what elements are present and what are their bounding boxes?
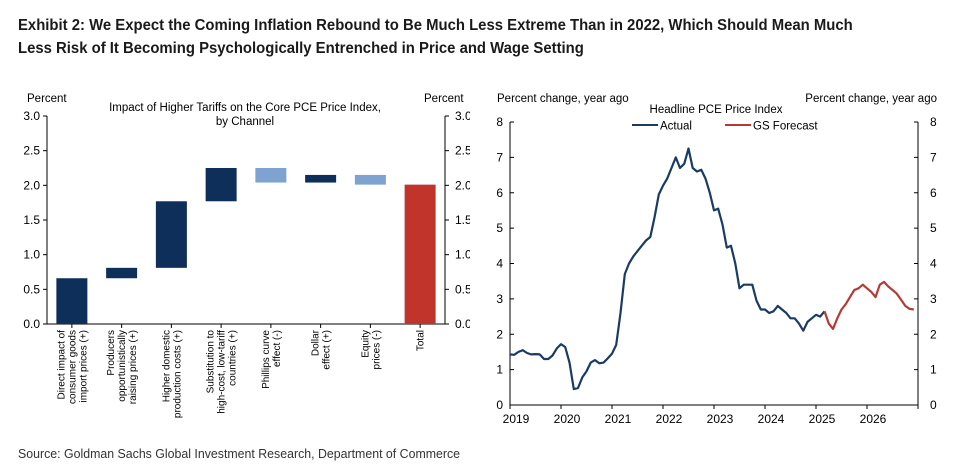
chart-title: Impact of Higher Tariffs on the Core PCE… xyxy=(109,102,381,114)
category-label: Dollar effect (+) xyxy=(311,329,333,369)
x-tick-label: 2026 xyxy=(860,412,887,426)
category-label-line: consumer goods xyxy=(67,330,78,404)
category-label-line: effect (-) xyxy=(272,330,283,367)
y-tick-label-right: 1.5 xyxy=(455,213,470,227)
y-tick-label-right: 4 xyxy=(930,257,937,271)
waterfall-bar xyxy=(404,184,436,324)
x-tick-label: 2020 xyxy=(554,412,581,426)
category-label-line: import prices (+) xyxy=(78,330,89,403)
category-label-line: Total xyxy=(416,330,427,351)
category-label: Higher domestic production costs (+) xyxy=(161,330,183,418)
y-axis-title-right: Percent xyxy=(424,93,464,105)
category-label: Phillips curve effect (-) xyxy=(261,330,283,389)
y-tick-label-right: 2 xyxy=(930,327,937,341)
pce-line-chart: 0 0 1 1 2 2 3 3 4 4 5 5 6 6 7 7 8 8 2019 2020 2021 2022 2023 20… xyxy=(496,93,937,426)
x-tick-label: 2025 xyxy=(809,412,836,426)
x-tick-label: 2021 xyxy=(605,412,632,426)
y-tick-label-right: 2.0 xyxy=(455,178,470,192)
category-label: Direct impact of consumer goods import pri… xyxy=(56,330,89,404)
y-axis-title-left: Percent change, year ago xyxy=(497,93,629,105)
y-tick-label-left: 4 xyxy=(496,257,503,271)
category-label-line: Dollar xyxy=(311,329,322,356)
y-tick-label-right: 2.5 xyxy=(455,144,470,158)
series-line-gs-forecast xyxy=(823,280,914,330)
y-tick-label-left: 1 xyxy=(496,363,503,377)
source-note: Source: Goldman Sachs Global Investment … xyxy=(18,446,461,461)
category-label-line: production costs (+) xyxy=(172,330,183,418)
y-tick-label-right: 0 xyxy=(930,398,937,412)
y-tick-label-right: 3.0 xyxy=(455,109,470,123)
category-label-line: opportunistically xyxy=(117,330,128,402)
tariff-waterfall-chart: 0.0 0.0 0.5 0.5 1.0 1.0 1.5 1.5 2.0 2.0 2.5 2.5 3.0 3… xyxy=(23,93,470,418)
category-label-line: effect (+) xyxy=(322,330,333,370)
y-tick-label-right: 6 xyxy=(930,186,937,200)
waterfall-bar xyxy=(106,267,138,279)
series-line-actual xyxy=(509,147,826,391)
x-tick-label: 2019 xyxy=(503,412,530,426)
category-label-line: Direct impact of xyxy=(56,330,67,400)
y-tick-label-left: 2.5 xyxy=(23,144,40,158)
y-tick-label-right: 7 xyxy=(930,150,937,164)
category-label-line: raising prices (+) xyxy=(128,330,139,404)
category-label-line: high-cost, low-tariff xyxy=(217,330,228,414)
category-label: Substitution to high-cost, low-tariff coun… xyxy=(206,330,239,414)
chart-title: by Channel xyxy=(216,116,274,128)
category-label-line: Equity xyxy=(360,330,371,358)
y-tick-label-left: 6 xyxy=(496,186,503,200)
y-tick-label-left: 1.5 xyxy=(23,213,40,227)
category-label-line: Substitution to xyxy=(206,330,217,394)
category-label-line: prices (-) xyxy=(371,330,382,369)
category-label-line: Producers xyxy=(106,330,117,376)
chart-title: Headline PCE Price Index xyxy=(650,104,783,116)
y-tick-label-right: 3 xyxy=(930,292,937,306)
y-axis-title-left: Percent xyxy=(27,93,67,105)
waterfall-bar xyxy=(205,168,237,202)
y-tick-label-right: 0.0 xyxy=(455,317,470,331)
waterfall-bar xyxy=(155,201,187,268)
category-label: Total xyxy=(416,330,427,351)
x-tick-label: 2023 xyxy=(707,412,734,426)
y-tick-label-left: 2.0 xyxy=(23,178,40,192)
y-tick-label-left: 2 xyxy=(496,327,503,341)
category-label: Equity prices (-) xyxy=(360,330,382,369)
y-tick-label-left: 1.0 xyxy=(23,248,40,262)
y-tick-label-right: 5 xyxy=(930,221,937,235)
legend-label: GS Forecast xyxy=(753,121,818,133)
y-tick-label-right: 8 xyxy=(930,115,937,129)
y-tick-label-right: 0.5 xyxy=(455,282,470,296)
y-axis-title-right: Percent change, year ago xyxy=(805,93,937,105)
x-tick-label: 2024 xyxy=(758,412,785,426)
y-tick-label-right: 1.0 xyxy=(455,248,470,262)
exhibit-title: Exhibit 2: We Expect the Coming Inflatio… xyxy=(18,17,853,57)
y-tick-label-right: 1 xyxy=(930,363,937,377)
y-tick-label-left: 0.5 xyxy=(23,282,40,296)
x-tick-label: 2022 xyxy=(656,412,683,426)
y-tick-label-left: 0 xyxy=(496,398,503,412)
y-tick-label-left: 7 xyxy=(496,150,503,164)
category-label-line: Phillips curve xyxy=(261,330,272,389)
y-tick-label-left: 8 xyxy=(496,115,503,129)
waterfall-bar xyxy=(56,278,88,324)
category-label-line: countries (+) xyxy=(228,330,239,386)
waterfall-bar xyxy=(255,168,287,183)
legend-label: Actual xyxy=(660,121,692,133)
y-tick-label-left: 0.0 xyxy=(23,317,40,331)
category-label: Producers opportunistically raising prices… xyxy=(106,330,139,404)
waterfall-bar xyxy=(354,174,386,185)
y-tick-label-left: 3.0 xyxy=(23,109,40,123)
waterfall-bar xyxy=(305,174,337,183)
y-tick-label-left: 5 xyxy=(496,221,503,235)
category-label-line: Higher domestic xyxy=(161,330,172,402)
y-tick-label-left: 3 xyxy=(496,292,503,306)
